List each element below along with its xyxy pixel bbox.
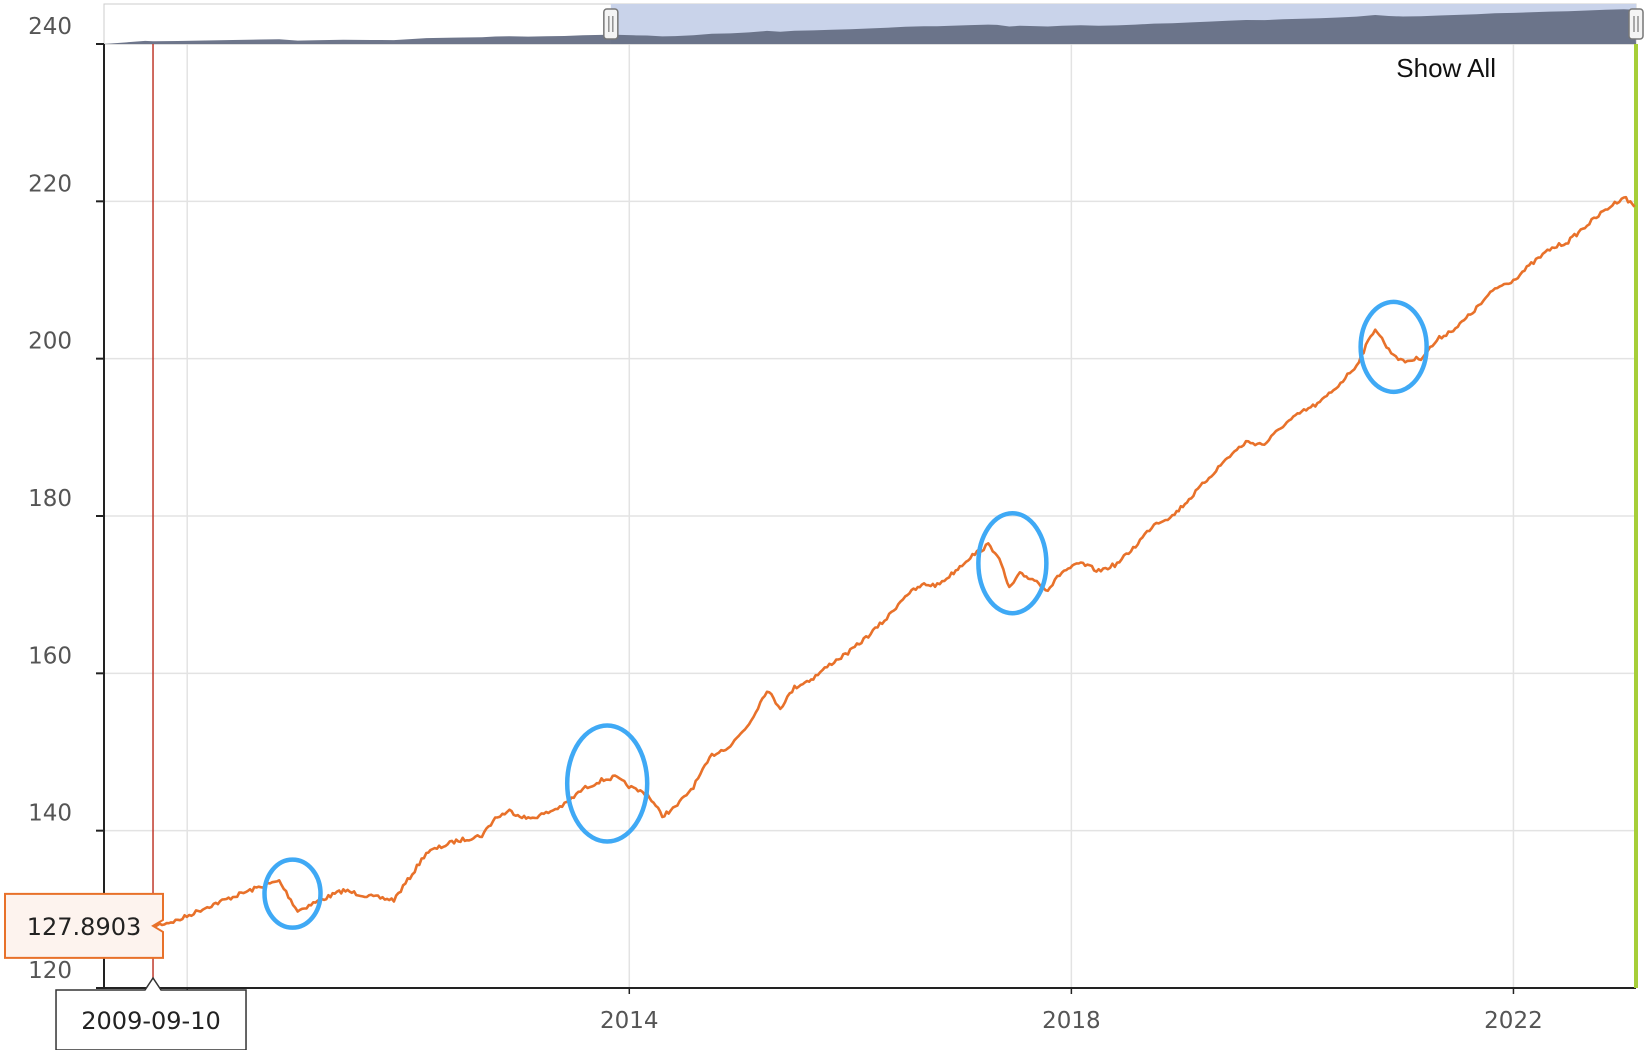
highlight-circle: [976, 510, 1049, 616]
y-tick-label: 220: [28, 171, 72, 197]
y-tick-label: 120: [28, 958, 72, 984]
navigator-area: [104, 9, 1636, 44]
navigator-handle-left[interactable]: [603, 8, 619, 40]
navigator-handle-right[interactable]: [1628, 8, 1644, 40]
crosshair: 127.8903 2009-09-10: [4, 44, 247, 1050]
crosshair-value-label: 127.8903: [27, 913, 142, 941]
crosshair-date-box: [55, 976, 247, 1050]
y-tick-label: 180: [28, 486, 72, 512]
crosshair-date-label: 2009-09-10: [81, 1007, 220, 1035]
highlight-circle: [1358, 299, 1429, 395]
price-series-line: [145, 195, 1636, 928]
series-layer: [145, 195, 1636, 928]
show-all-button[interactable]: Show All: [1396, 53, 1496, 83]
y-axis-ticks: 120 140 160 180 200 220 240: [28, 14, 104, 989]
grid: [104, 43, 1636, 988]
y-tick-label: 240: [28, 14, 72, 40]
highlight-annotations: [262, 299, 1429, 930]
y-tick-label: 160: [28, 643, 72, 669]
y-tick-label: 200: [28, 329, 72, 355]
range-navigator[interactable]: [103, 3, 1644, 45]
highlight-circle: [262, 857, 323, 930]
highlight-circle: [564, 723, 650, 844]
crosshair-value-box: [4, 892, 164, 959]
x-axis-ticks: 2014 2018 2022: [186, 988, 1543, 1034]
x-tick-label: 2022: [1484, 1008, 1543, 1034]
x-tick-label: 2018: [1042, 1008, 1101, 1034]
x-tick-label: 2014: [600, 1008, 659, 1034]
y-tick-label: 140: [28, 801, 72, 827]
